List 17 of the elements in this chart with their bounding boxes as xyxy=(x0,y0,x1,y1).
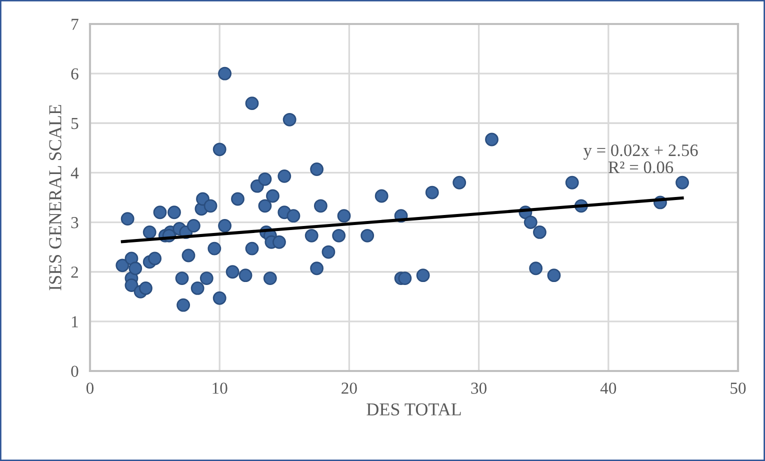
y-tick-label: 3 xyxy=(71,217,78,228)
y-tick-label: 1 xyxy=(72,316,78,328)
annotation: y = 0.02x + 2.56 R² = 0.06 xyxy=(583,144,698,174)
x-axis-title: DES TOTAL xyxy=(366,403,461,416)
x-tick-label: 30 xyxy=(471,382,486,394)
y-tick-label: 6 xyxy=(71,68,78,80)
y-axis-title: ISES GENERAL SCALE xyxy=(49,104,62,290)
x-tick-label: 40 xyxy=(600,382,616,394)
y-tick-label: 7 xyxy=(72,18,78,30)
y-tick-label: 0 xyxy=(71,366,78,377)
x-tick-label: 10 xyxy=(212,382,228,394)
y-tick-label: 4 xyxy=(70,168,79,178)
x-tick-label: 0 xyxy=(86,382,94,394)
y-tick-label: 5 xyxy=(72,118,78,130)
x-tick-label: 20 xyxy=(342,382,357,394)
x-tick-label: 50 xyxy=(730,382,746,394)
y-tick-label: 2 xyxy=(71,266,78,278)
